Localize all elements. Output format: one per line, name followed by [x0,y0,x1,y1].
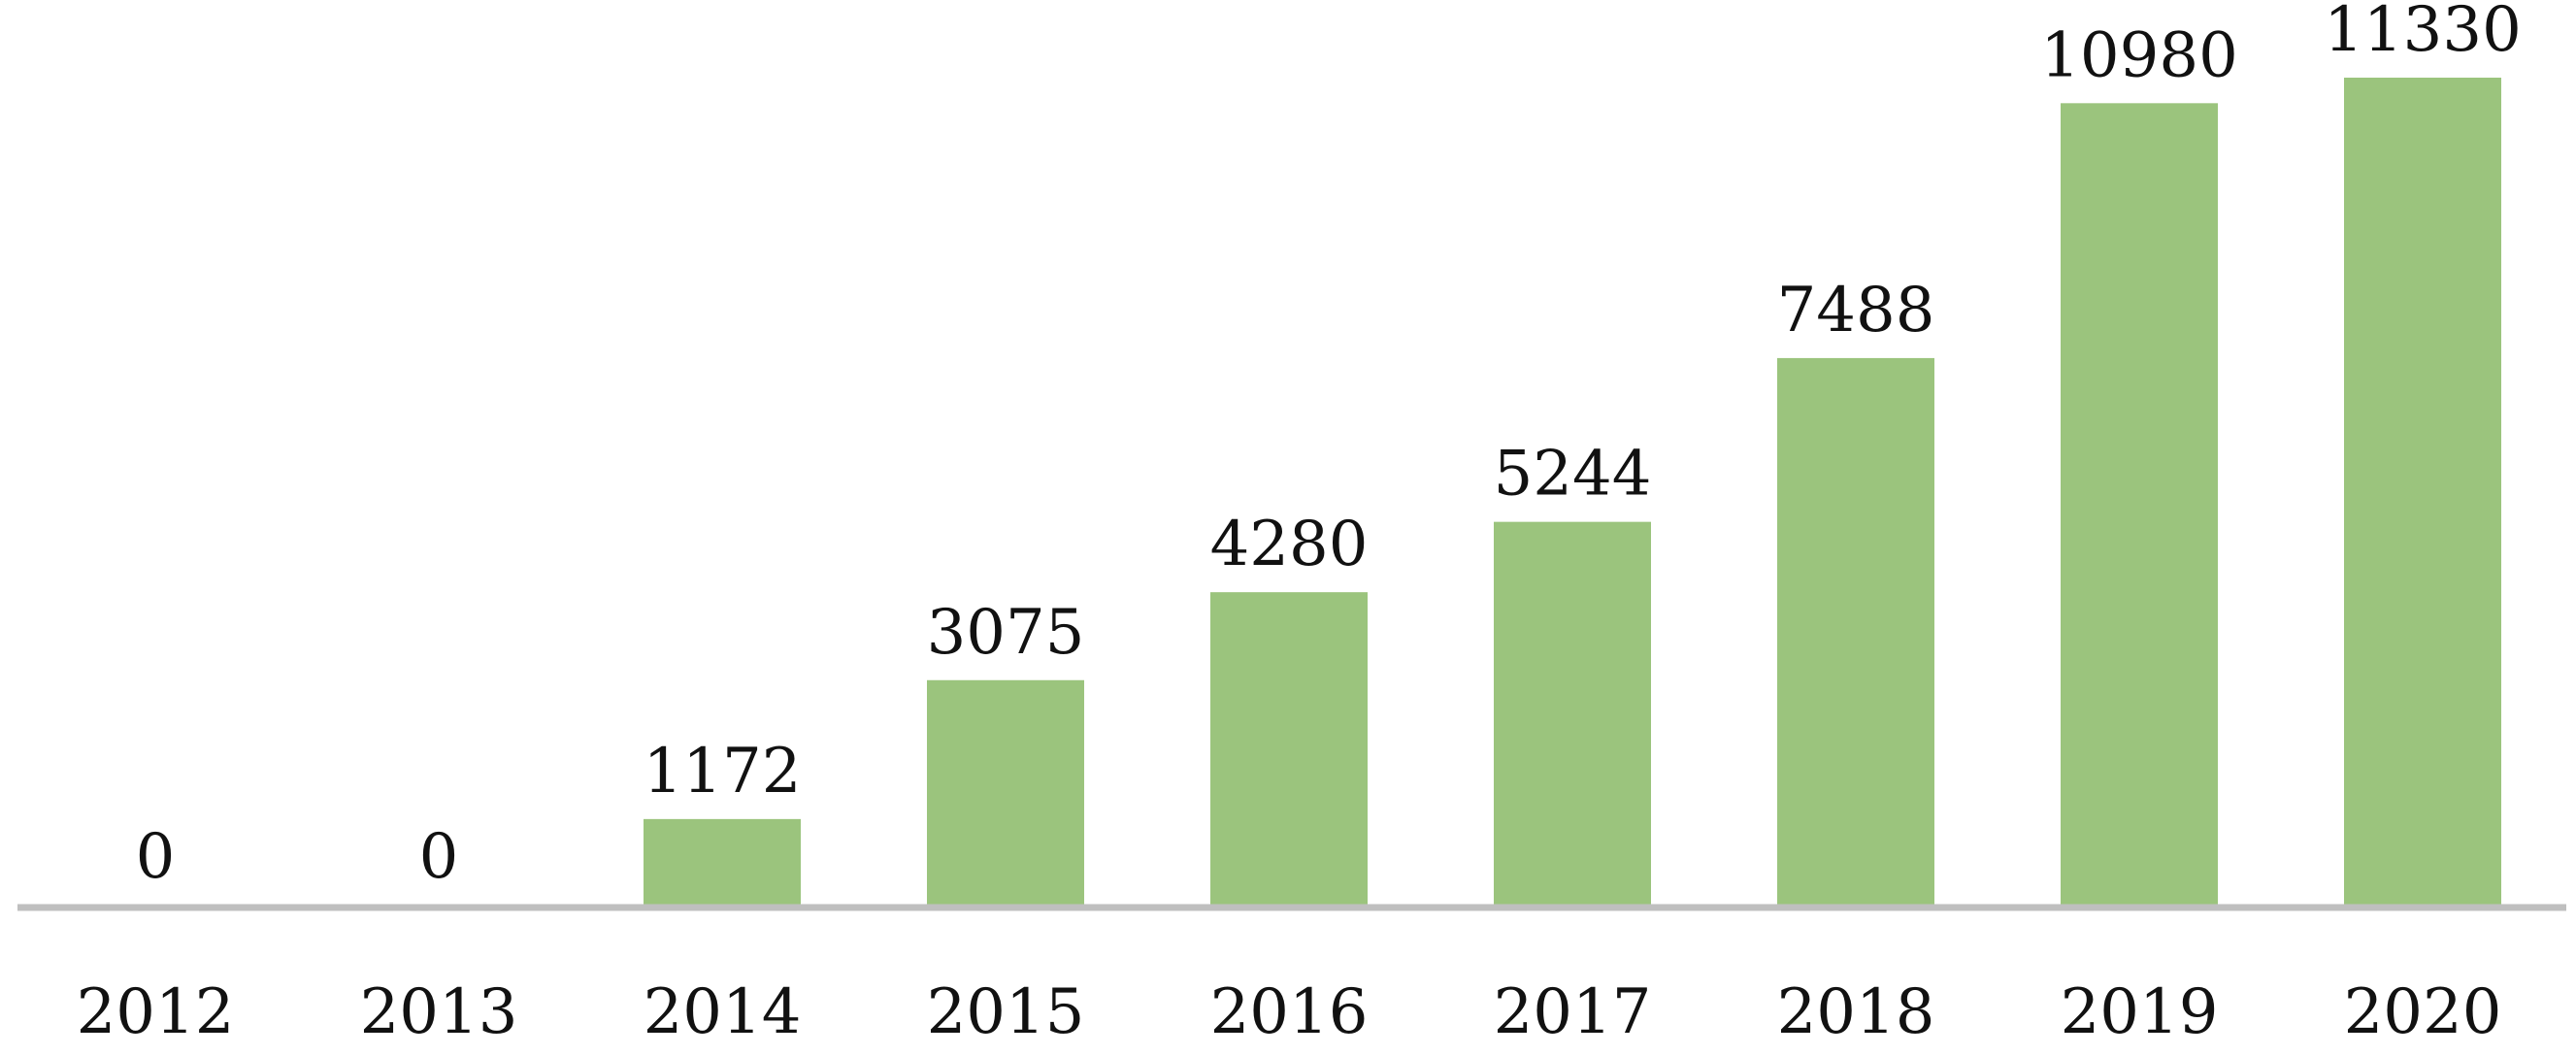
x-tick-label-2016: 2016 [1210,976,1369,1048]
data-label-2018: 7488 [1777,275,1935,346]
bars-layer [644,78,2501,905]
x-tick-labels-layer: 2012 2013 2014 2015 2016 2017 2018 2019 2020 [77,976,2502,1048]
data-labels-layer: 0 0 1172 3075 4280 5244 7488 10980 11330 [136,0,2522,893]
x-tick-label-2014: 2014 [644,976,802,1048]
bar-2020 [2344,78,2501,905]
x-tick-label-2017: 2017 [1494,976,1652,1048]
data-label-2016: 4280 [1210,509,1369,580]
bar-2015 [927,679,1084,905]
bar-2016 [1210,592,1368,905]
data-label-2020: 11330 [2324,0,2522,66]
x-tick-label-2020: 2020 [2344,976,2502,1048]
data-label-2012: 0 [136,821,176,893]
bar-2017 [1494,521,1651,905]
x-tick-label-2015: 2015 [927,976,1085,1048]
data-label-2019: 10980 [2040,19,2238,91]
data-label-2015: 3075 [927,597,1085,669]
bar-2014 [644,818,801,905]
bar-2019 [2061,103,2218,905]
x-tick-label-2012: 2012 [77,976,235,1048]
x-tick-label-2013: 2013 [360,976,518,1048]
x-tick-label-2018: 2018 [1777,976,1935,1048]
data-label-2014: 1172 [644,736,802,808]
x-tick-label-2019: 2019 [2061,976,2219,1048]
data-label-2013: 0 [419,821,459,893]
data-label-2017: 5244 [1494,439,1652,511]
bar-2018 [1777,357,1934,905]
